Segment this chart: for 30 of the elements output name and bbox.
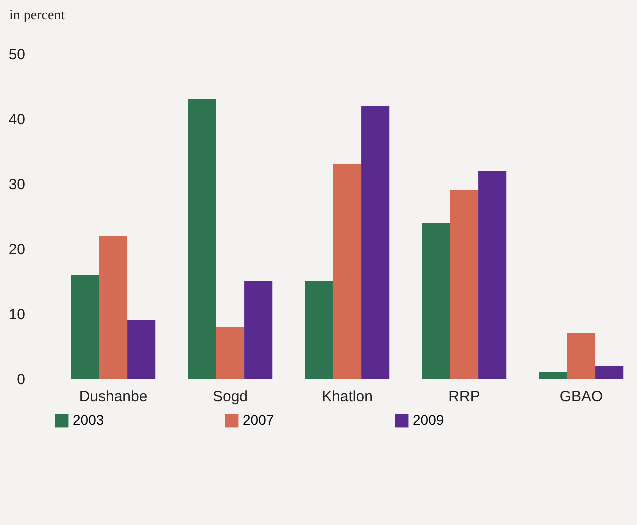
bar — [422, 223, 450, 379]
bar — [539, 372, 568, 379]
bar — [362, 106, 390, 379]
bar — [305, 282, 334, 379]
bar — [188, 100, 216, 379]
bar — [596, 366, 624, 379]
x-tick-label: RRP — [448, 388, 480, 406]
bar — [333, 164, 362, 379]
y-tick-label: 0 — [17, 372, 26, 388]
bar — [244, 282, 273, 379]
y-tick-label: 50 — [8, 46, 26, 64]
bar — [71, 275, 100, 379]
bar — [450, 190, 479, 379]
bar — [99, 236, 128, 379]
bar — [128, 320, 156, 379]
y-tick-label: 10 — [8, 306, 26, 324]
legend-label: 2003 — [73, 412, 104, 428]
y-tick-label: 40 — [8, 112, 26, 128]
x-tick-label: Sogd — [212, 388, 248, 406]
legend-label: 2007 — [243, 412, 274, 428]
x-tick-label: GBAO — [560, 388, 604, 406]
x-tick-label: Dushanbe — [79, 388, 148, 406]
bar — [478, 171, 507, 379]
legend-label: 2009 — [413, 412, 444, 428]
bar — [216, 327, 245, 379]
x-tick-label: Khatlon — [322, 388, 373, 406]
y-tick-label: 20 — [8, 242, 26, 258]
bar — [567, 334, 596, 379]
y-axis-title: in percent — [10, 8, 66, 24]
y-tick-label: 30 — [8, 176, 26, 194]
